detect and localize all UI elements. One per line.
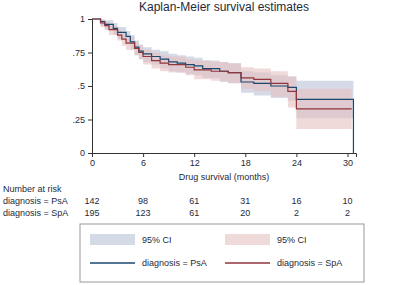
legend-label: 95% CI <box>142 235 172 245</box>
x-tick-mark <box>245 153 246 157</box>
x-tick-label: 12 <box>190 158 200 168</box>
y-axis-line <box>88 20 93 154</box>
survival-line <box>92 19 352 109</box>
plot-area <box>92 19 353 153</box>
risk-table-title: Number at risk <box>3 184 62 194</box>
y-tick: .25 <box>72 115 92 125</box>
legend-label: 95% CI <box>277 235 307 245</box>
x-tick: 12 <box>190 153 200 168</box>
y-tick-label: 0 <box>80 148 85 158</box>
x-axis-line <box>93 154 357 158</box>
y-tick-mark <box>88 86 92 87</box>
legend-box <box>80 224 364 282</box>
y-tick-mark <box>88 153 92 154</box>
x-tick-mark <box>92 153 93 157</box>
risk-count: 20 <box>240 208 250 218</box>
y-tick-mark <box>88 120 92 121</box>
risk-count: 61 <box>189 208 199 218</box>
y-axis: 0 .25 .5 .75 1 <box>72 14 92 158</box>
y-tick-label: .25 <box>72 115 85 125</box>
legend-label: diagnosis = PsA <box>142 258 207 268</box>
risk-row-label: diagnosis = PsA <box>3 196 68 206</box>
risk-row-label: diagnosis = SpA <box>3 208 68 218</box>
y-tick: 0 <box>80 148 92 158</box>
risk-count: 31 <box>240 196 250 206</box>
x-tick-mark <box>194 153 195 157</box>
x-tick-label: 0 <box>90 158 95 168</box>
x-tick: 6 <box>141 153 146 168</box>
risk-count: 2 <box>294 208 299 218</box>
x-axis-title: Drug survival (months) <box>179 172 270 182</box>
risk-count: 142 <box>84 196 99 206</box>
x-tick-label: 24 <box>292 158 302 168</box>
x-tick: 0 <box>90 153 95 168</box>
x-tick-mark <box>296 153 297 157</box>
x-axis: 0 6 12 18 24 30 <box>90 153 357 168</box>
x-tick: 30 <box>343 153 353 168</box>
legend: 95% CI diagnosis = PsA 95% CI diagnosis = S… <box>80 224 364 282</box>
legend-line-swatch <box>90 262 135 264</box>
risk-count: 16 <box>291 196 301 206</box>
risk-count: 195 <box>84 208 99 218</box>
legend-label: diagnosis = SpA <box>277 258 342 268</box>
y-tick: .75 <box>72 48 92 58</box>
title: Kaplan-Meier survival estimates <box>139 0 309 14</box>
risk-count: 98 <box>138 196 148 206</box>
ci-band <box>92 19 353 153</box>
x-tick: 18 <box>241 153 251 168</box>
x-tick-mark <box>143 153 144 157</box>
y-tick-mark <box>88 53 92 54</box>
x-tick-label: 30 <box>343 158 353 168</box>
risk-count: 61 <box>189 196 199 206</box>
legend-ci-swatch <box>225 234 270 245</box>
y-tick-mark <box>88 19 92 20</box>
chart: Kaplan-Meier survival estimates 0 .25 .5 .75… <box>0 0 400 285</box>
x-tick-label: 18 <box>241 158 251 168</box>
risk-count: 2 <box>345 208 350 218</box>
risk-count: 123 <box>136 208 151 218</box>
legend-line-swatch <box>225 262 270 264</box>
y-tick: 1 <box>80 14 92 24</box>
risk-count: 10 <box>342 196 352 206</box>
survival-line <box>92 19 353 153</box>
y-tick-label: .5 <box>77 81 85 91</box>
y-tick: .5 <box>77 81 92 91</box>
legend-ci-swatch <box>90 234 135 245</box>
x-tick-mark <box>347 153 348 157</box>
x-tick-label: 6 <box>141 158 146 168</box>
ci-band <box>92 19 352 129</box>
y-tick-label: 1 <box>80 14 85 24</box>
y-tick-label: .75 <box>72 48 85 58</box>
x-tick: 24 <box>292 153 302 168</box>
